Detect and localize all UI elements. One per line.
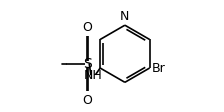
Text: Br: Br bbox=[152, 61, 166, 75]
Text: NH: NH bbox=[84, 69, 103, 82]
Text: O: O bbox=[82, 94, 92, 107]
Text: O: O bbox=[82, 21, 92, 34]
Text: S: S bbox=[83, 57, 92, 71]
Text: N: N bbox=[120, 10, 129, 23]
